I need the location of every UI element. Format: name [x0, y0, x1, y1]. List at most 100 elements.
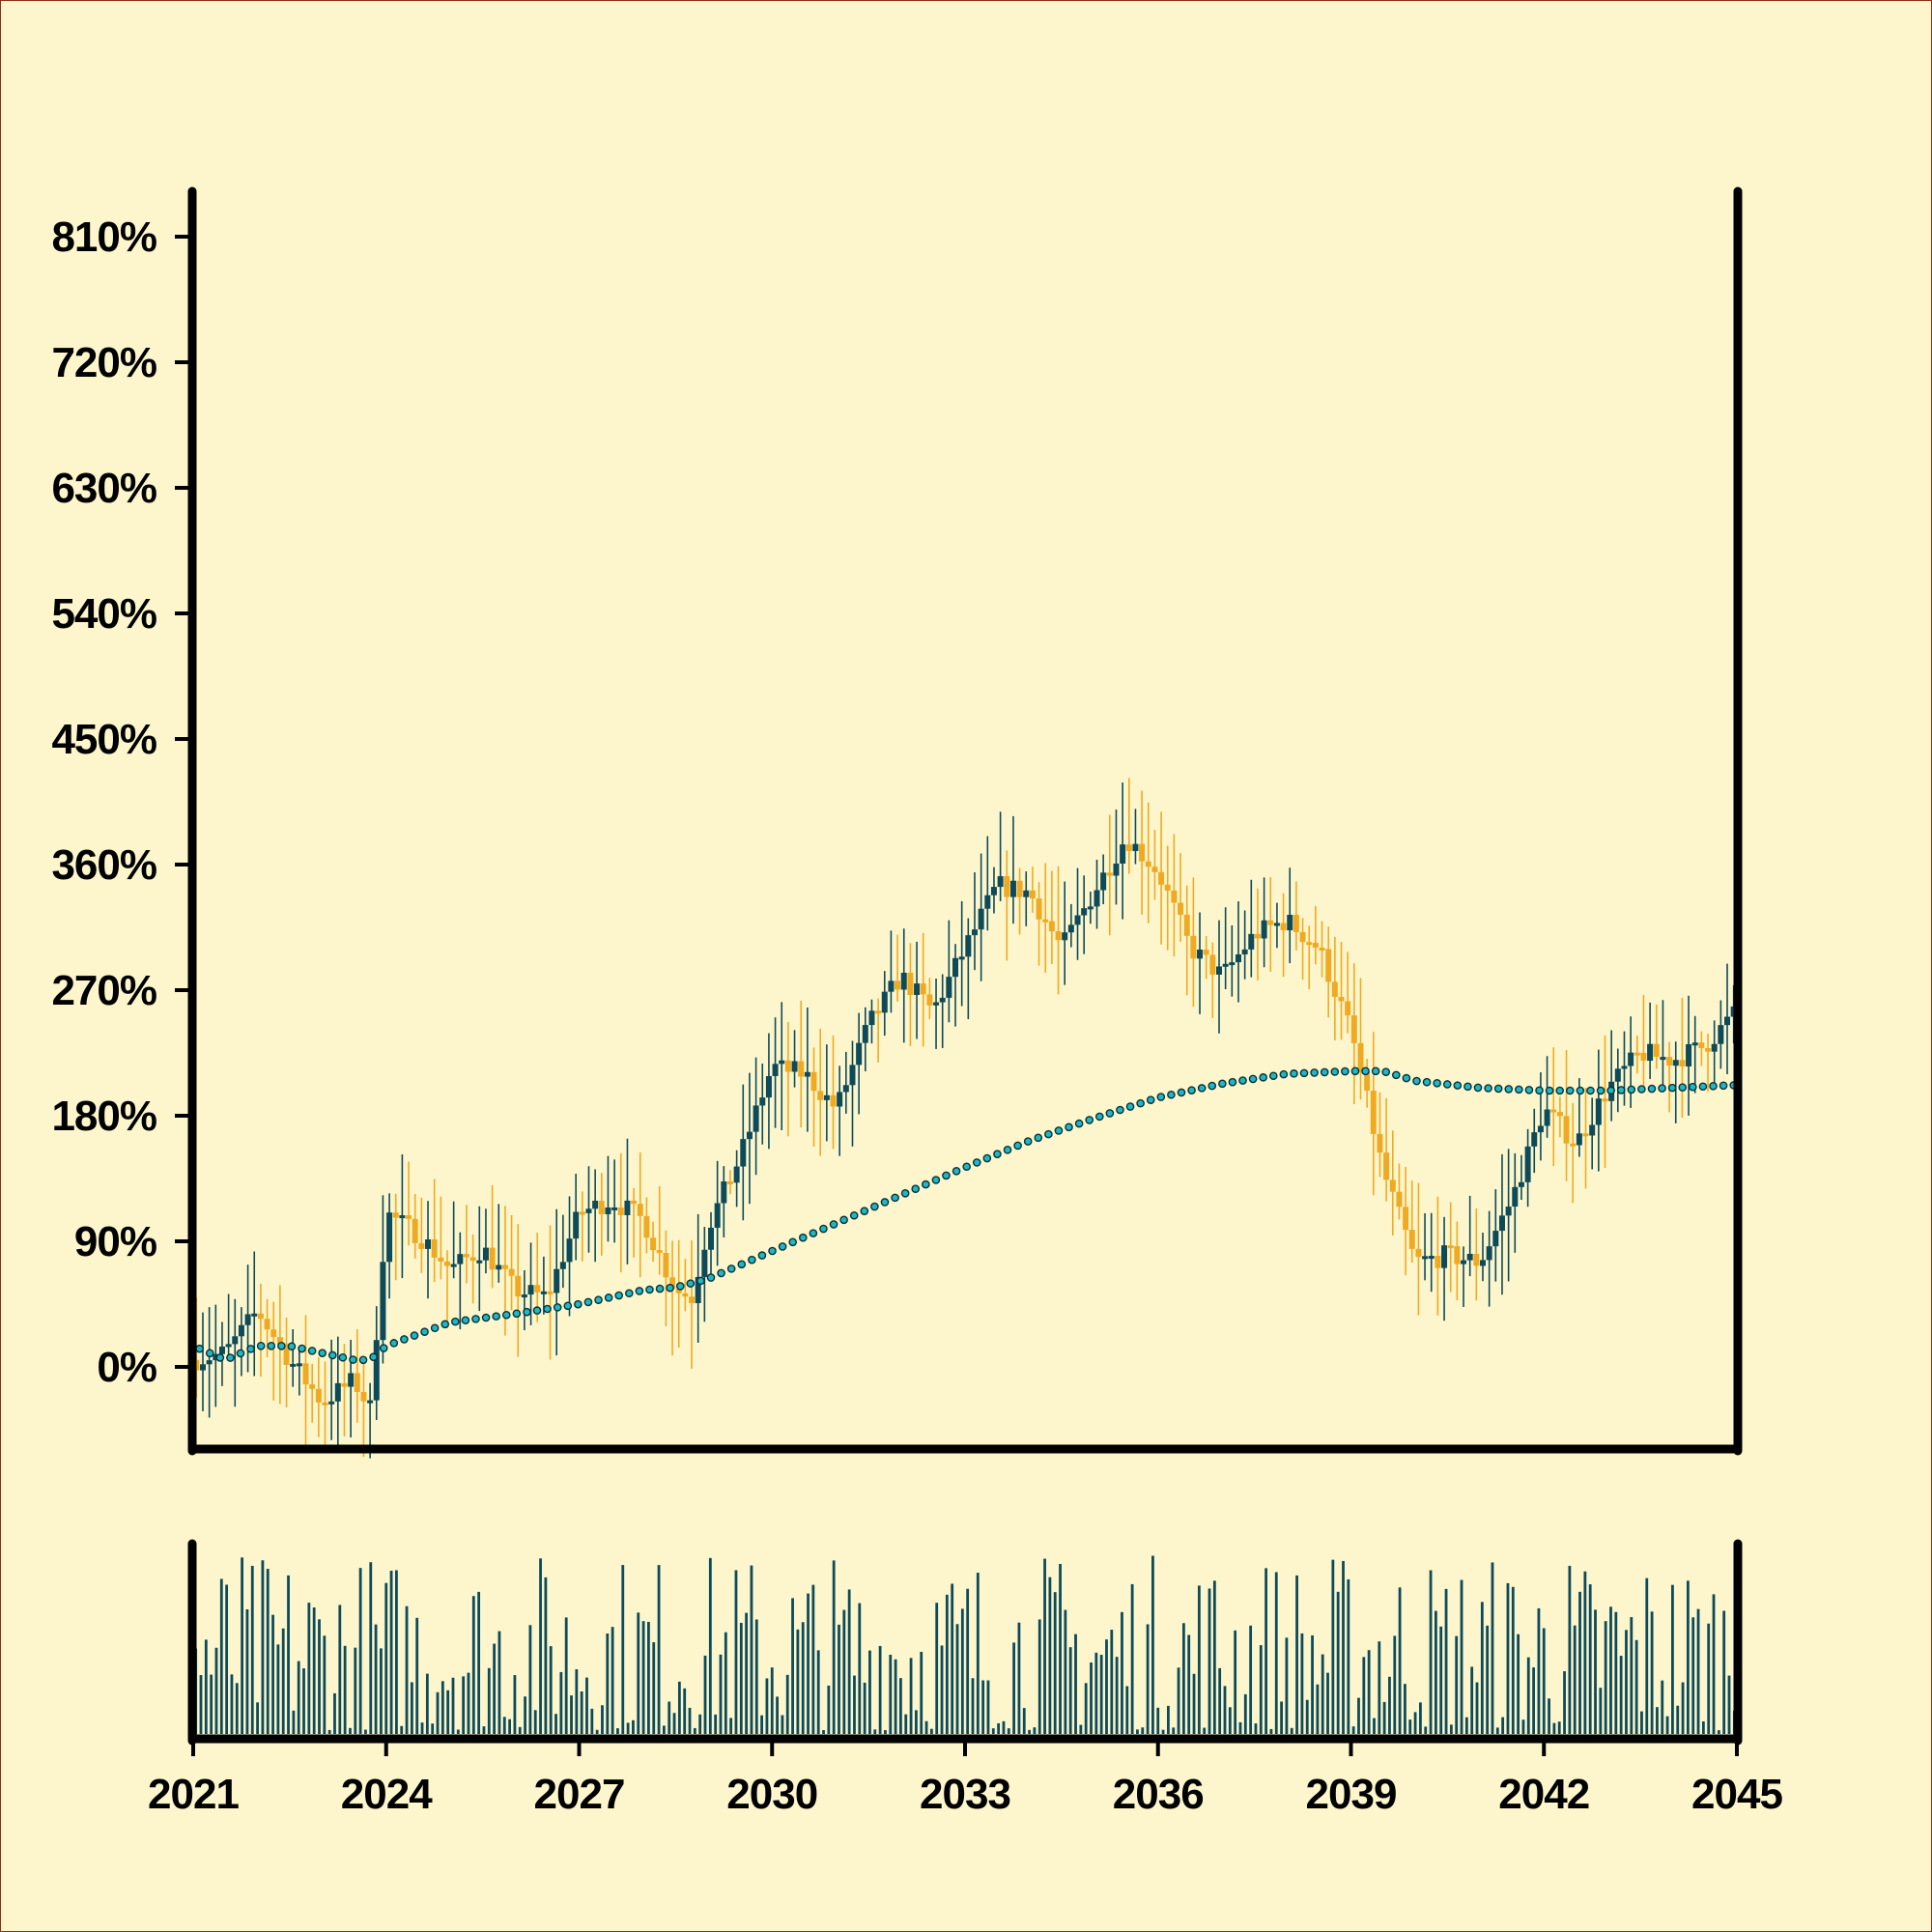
up-candle	[965, 935, 972, 957]
moving-average-dot	[1361, 1066, 1370, 1076]
volume-bar	[776, 1696, 779, 1734]
volume-bar	[410, 1682, 413, 1734]
moving-average-dot	[1463, 1082, 1472, 1092]
volume-bar	[477, 1591, 481, 1734]
moving-average-dot	[389, 1339, 399, 1348]
moving-average-dot	[614, 1291, 624, 1300]
volume-bar	[1043, 1558, 1046, 1734]
moving-average-dot	[717, 1268, 725, 1278]
volume-bar	[1037, 1619, 1041, 1734]
down-candle	[1280, 923, 1287, 931]
volume-bar	[338, 1605, 342, 1734]
down-candle	[907, 972, 914, 995]
volume-bar	[302, 1668, 305, 1734]
moving-average-dot	[1187, 1086, 1196, 1094]
volume-bar	[276, 1644, 280, 1734]
down-candle	[1338, 996, 1345, 1002]
moving-average-dot	[1136, 1098, 1145, 1108]
up-candle	[1197, 950, 1204, 959]
volume-bar	[487, 1667, 491, 1734]
up-candle	[804, 1071, 810, 1077]
volume-bar	[945, 1594, 949, 1734]
volume-bar	[1486, 1625, 1490, 1734]
volume-bar	[1382, 1701, 1386, 1734]
up-candle	[1023, 890, 1030, 897]
down-candle	[1415, 1248, 1422, 1258]
volume-bar	[606, 1633, 610, 1734]
candle-bodies	[193, 843, 1737, 1406]
volume-bar	[1059, 1563, 1062, 1734]
up-candle	[997, 876, 1004, 888]
volume-bar	[611, 1627, 614, 1734]
volume-bar	[1449, 1724, 1453, 1734]
x-axis-ticks: 2021 2024 2027 2030 2033 2036 2039 2042 2045	[148, 1739, 1783, 1818]
volume-bar	[349, 1727, 352, 1734]
down-candle	[547, 1291, 554, 1294]
volume-bar	[256, 1702, 259, 1734]
volume-bar	[564, 1617, 568, 1734]
volume-bar	[1681, 1682, 1685, 1734]
moving-average-dot	[1044, 1129, 1053, 1139]
volume-bar	[1594, 1609, 1597, 1734]
volume-bar	[1017, 1622, 1021, 1734]
volume-bar	[1290, 1727, 1293, 1734]
down-candle	[1319, 948, 1325, 952]
volume-bar	[1563, 1671, 1566, 1734]
axes	[187, 186, 1743, 1746]
moving-average-dot	[1065, 1122, 1073, 1132]
moving-average-dot	[1698, 1082, 1708, 1092]
volume-bar	[1110, 1630, 1114, 1734]
up-candle	[521, 1294, 527, 1298]
down-candle	[501, 1264, 508, 1269]
volume-bar	[924, 1720, 928, 1734]
volume-bar	[1151, 1555, 1154, 1734]
down-candle	[1036, 898, 1042, 920]
moving-average-dot	[655, 1284, 665, 1293]
volume-bar	[1404, 1684, 1406, 1734]
down-candle	[412, 1218, 418, 1243]
volume-bar	[1526, 1657, 1530, 1734]
up-candle	[1287, 915, 1293, 931]
volume-bar	[333, 1692, 336, 1734]
up-candle	[380, 1262, 386, 1341]
volume-bar	[1619, 1656, 1623, 1734]
volume-bar	[323, 1635, 327, 1734]
volume-bar	[1197, 1585, 1201, 1734]
volume-bar	[1419, 1702, 1422, 1734]
volume-bar	[1511, 1586, 1515, 1734]
down-candle	[726, 1181, 733, 1185]
x-tick-label: 2021	[148, 1771, 239, 1818]
volume-bar	[250, 1565, 254, 1734]
moving-average-dot	[675, 1282, 685, 1291]
volume-bar	[1121, 1611, 1123, 1734]
moving-average-dot	[1105, 1109, 1115, 1118]
up-candle	[290, 1363, 297, 1367]
down-candle	[875, 1010, 882, 1014]
up-candle	[1235, 954, 1241, 963]
moving-average-dot	[1637, 1085, 1646, 1094]
volume-bar	[1568, 1565, 1572, 1734]
moving-average-dot	[839, 1215, 848, 1225]
moving-average-dot	[1125, 1102, 1135, 1111]
moving-average-dot	[1248, 1074, 1258, 1084]
moving-average-dot	[768, 1246, 777, 1256]
volume-bar	[1495, 1727, 1499, 1734]
volume-bar	[760, 1715, 763, 1734]
volume-bar	[719, 1654, 723, 1734]
volume-bar	[729, 1718, 733, 1734]
moving-average-dot	[788, 1237, 797, 1247]
volume-bar	[580, 1690, 583, 1734]
up-candle	[476, 1260, 483, 1264]
up-candle	[1229, 962, 1236, 966]
down-candle	[1602, 1098, 1608, 1102]
x-tick-label: 2039	[1306, 1771, 1397, 1818]
volume-bar	[1285, 1637, 1289, 1734]
y-tick-label: 450%	[51, 716, 156, 763]
moving-average-dot	[1493, 1084, 1503, 1094]
up-candle	[1094, 890, 1100, 907]
up-candle	[1718, 1025, 1724, 1044]
up-candle	[823, 1094, 830, 1100]
down-candle	[302, 1363, 309, 1385]
up-candle	[1067, 924, 1074, 933]
volume-bar	[863, 1682, 867, 1734]
